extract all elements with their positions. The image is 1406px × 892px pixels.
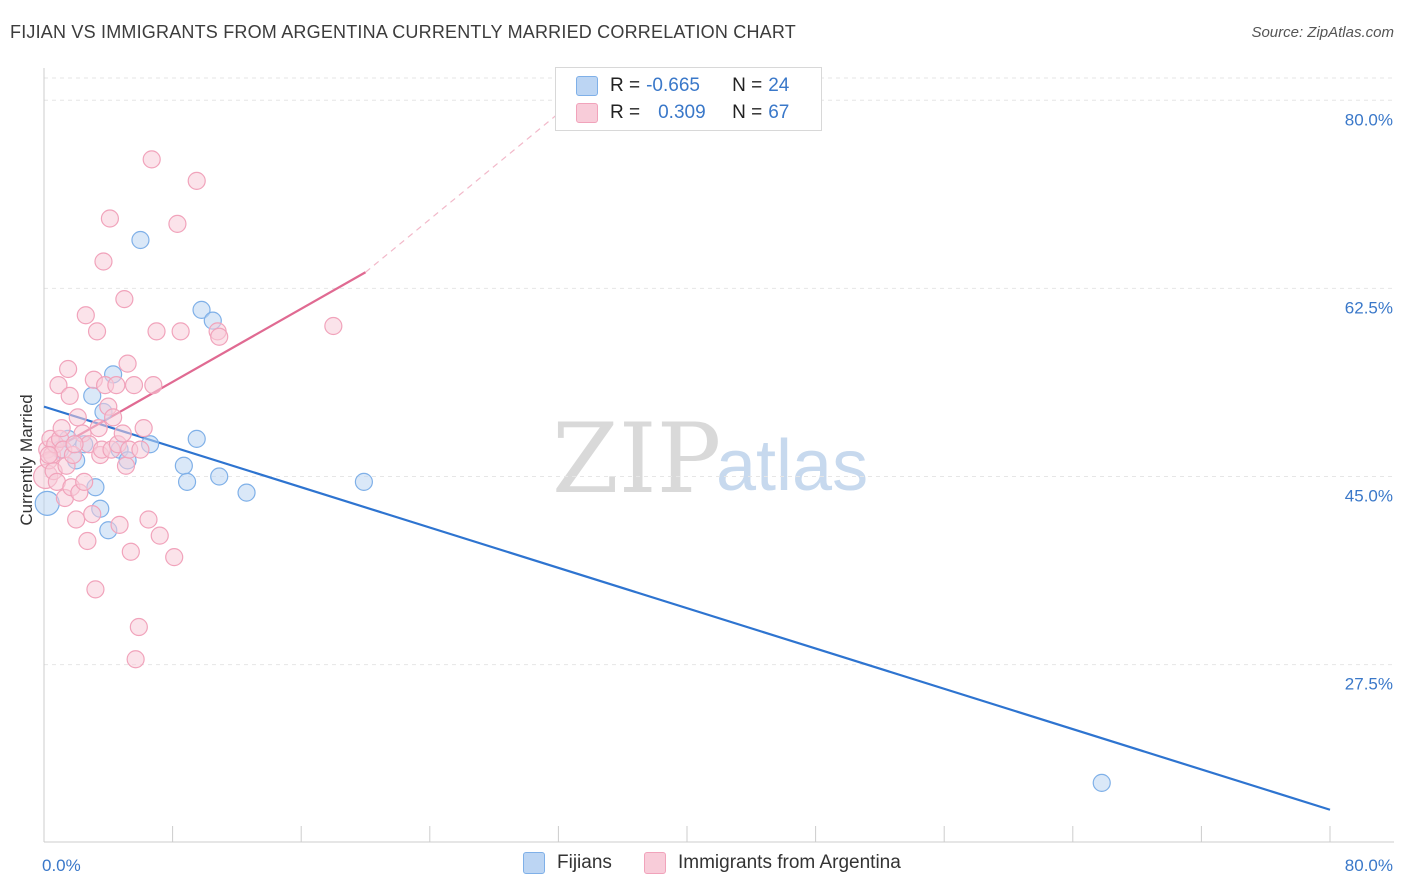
point-argentina bbox=[139, 510, 158, 529]
point-argentina bbox=[171, 322, 190, 341]
point-argentina bbox=[78, 531, 97, 551]
point-fijians bbox=[177, 472, 197, 491]
point-argentina bbox=[52, 419, 71, 438]
r-value-argentina: 0.309 bbox=[658, 102, 706, 123]
point-argentina bbox=[59, 359, 78, 379]
point-argentina bbox=[107, 376, 126, 395]
point-argentina bbox=[39, 445, 58, 465]
chart-title: FIJIAN VS IMMIGRANTS FROM ARGENTINA CURR… bbox=[10, 22, 796, 42]
legend-swatch-fijians bbox=[523, 852, 545, 874]
point-argentina bbox=[126, 650, 145, 669]
trend-extension-argentina bbox=[365, 99, 575, 273]
y-tick-label: 45.0% bbox=[1345, 487, 1393, 506]
point-argentina bbox=[144, 376, 163, 395]
x-tick-label: 80.0% bbox=[1345, 856, 1393, 875]
legend-label-argentina: Immigrants from Argentina bbox=[678, 852, 901, 873]
legend-row-fijians: R = -0.665 N = 24 bbox=[576, 74, 789, 98]
point-argentina bbox=[89, 419, 108, 438]
r-label: R = bbox=[610, 75, 641, 96]
point-fijians bbox=[187, 429, 206, 448]
r-value-fijians: -0.665 bbox=[646, 75, 700, 96]
legend-swatch-argentina bbox=[644, 852, 666, 874]
point-argentina bbox=[49, 376, 68, 395]
tick-labels: 27.5% 45.0% 62.5% 80.0% 0.0% 80.0% bbox=[42, 110, 1393, 875]
point-argentina bbox=[94, 252, 113, 271]
point-argentina bbox=[324, 316, 343, 336]
legend-swatch-argentina bbox=[576, 103, 598, 123]
point-fijians bbox=[210, 467, 229, 486]
point-argentina bbox=[86, 580, 105, 599]
legend-row-argentina: R = 0.309 N = 67 bbox=[576, 101, 789, 125]
legend-label-fijians: Fijians bbox=[557, 852, 612, 873]
point-argentina bbox=[116, 456, 136, 475]
point-argentina bbox=[83, 505, 102, 524]
n-value-fijians: 24 bbox=[768, 75, 790, 96]
n-value-argentina: 67 bbox=[768, 102, 790, 123]
point-argentina bbox=[134, 419, 153, 438]
y-tick-label: 80.0% bbox=[1345, 110, 1393, 129]
point-argentina bbox=[129, 617, 148, 637]
point-argentina bbox=[65, 435, 84, 454]
legend-item-fijians[interactable]: Fijians bbox=[523, 852, 612, 874]
point-argentina bbox=[113, 424, 132, 443]
correlation-legend: R = -0.665 N = 24 R = 0.309 N = 67 bbox=[555, 67, 822, 131]
point-fijians bbox=[34, 490, 60, 516]
grid-lines bbox=[44, 77, 1394, 666]
point-argentina bbox=[150, 526, 169, 545]
point-argentina bbox=[124, 376, 144, 395]
point-argentina bbox=[168, 214, 187, 233]
point-fijians bbox=[354, 472, 373, 491]
point-argentina bbox=[68, 408, 87, 427]
watermark-atlas: atlas bbox=[716, 426, 868, 506]
point-fijians bbox=[237, 483, 256, 502]
n-label: N = bbox=[732, 102, 763, 123]
n-label: N = bbox=[732, 75, 763, 96]
point-argentina bbox=[60, 386, 79, 405]
y-tick-label: 62.5% bbox=[1345, 298, 1393, 317]
point-argentina bbox=[118, 354, 137, 373]
point-argentina bbox=[104, 408, 123, 427]
x-tick-label: 0.0% bbox=[42, 856, 81, 875]
point-argentina bbox=[67, 510, 86, 529]
point-argentina bbox=[75, 472, 94, 491]
y-tick-label: 27.5% bbox=[1345, 675, 1393, 694]
legend-swatch-fijians bbox=[576, 76, 598, 96]
point-fijians bbox=[174, 456, 193, 475]
trend-line-fijians bbox=[43, 405, 1331, 811]
point-argentina bbox=[121, 542, 140, 561]
point-argentina bbox=[131, 440, 150, 459]
point-fijians bbox=[131, 230, 150, 250]
point-argentina bbox=[165, 548, 184, 567]
point-argentina bbox=[187, 171, 206, 190]
point-fijians bbox=[1092, 773, 1111, 792]
point-argentina bbox=[87, 322, 107, 341]
source-label: Source: ZipAtlas.com bbox=[1251, 24, 1394, 41]
legend-item-argentina[interactable]: Immigrants from Argentina bbox=[644, 852, 901, 874]
point-argentina bbox=[210, 327, 229, 346]
point-argentina bbox=[76, 306, 95, 325]
series-legend: Fijians Immigrants from Argentina bbox=[0, 852, 1406, 878]
data-points bbox=[33, 150, 1111, 792]
point-argentina bbox=[100, 209, 120, 228]
point-argentina bbox=[147, 322, 166, 341]
watermark-zip: ZIP bbox=[552, 403, 721, 515]
point-argentina bbox=[110, 515, 129, 534]
r-label: R = bbox=[610, 102, 641, 123]
point-argentina bbox=[142, 150, 161, 169]
point-argentina bbox=[115, 290, 134, 309]
point-fijians bbox=[192, 300, 211, 319]
